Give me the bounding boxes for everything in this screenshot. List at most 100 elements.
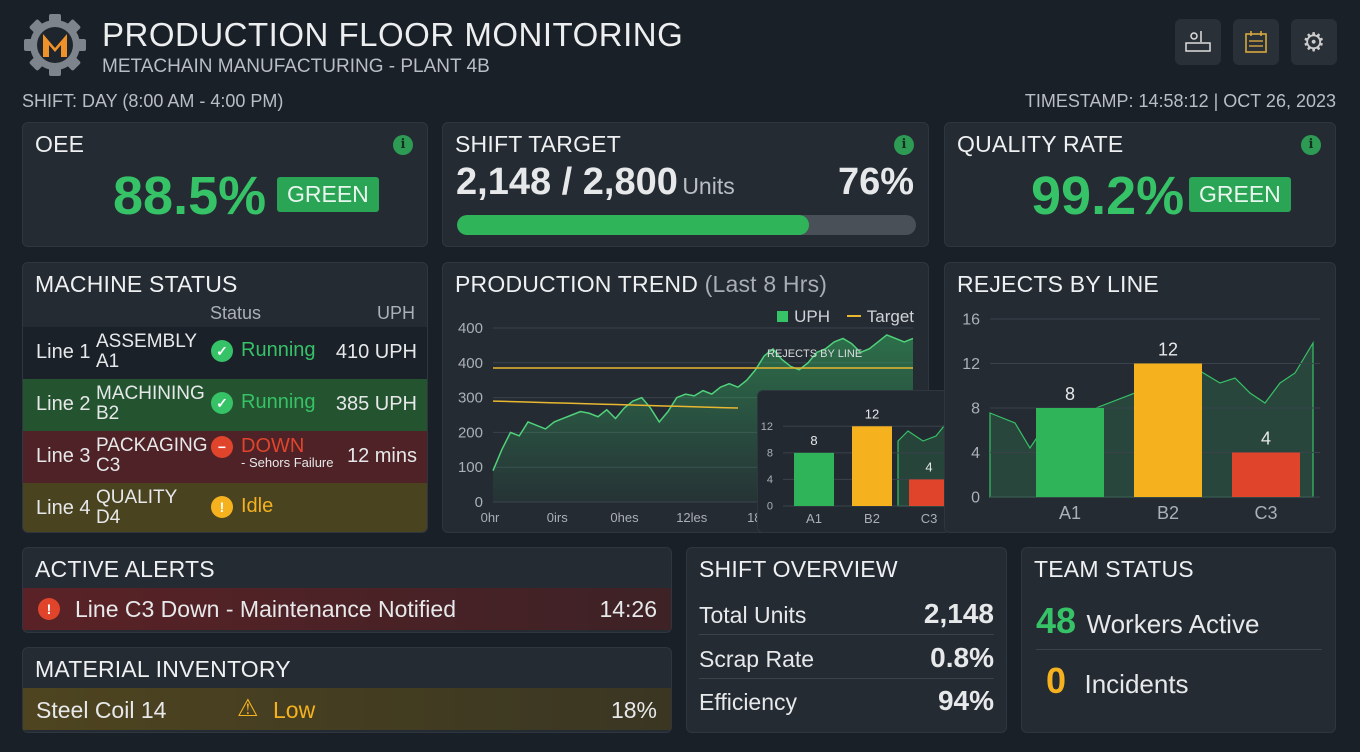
status-down-icon: − [211, 435, 233, 458]
machine-row[interactable]: Line 3 PACKAGING C3 − DOWN - Sehors Failure… [23, 431, 427, 483]
calendar-button[interactable] [1233, 19, 1279, 65]
overview-label: Scrap Rate [699, 646, 815, 672]
oee-status-badge: GREEN [277, 177, 379, 212]
inventory-item[interactable]: Steel Coil 14 ⚠ Low 18% [23, 688, 671, 730]
machine-uph: 410 UPH [335, 341, 417, 363]
workers-label: Workers Active [1086, 609, 1260, 639]
bar-value-label: 8 [1065, 384, 1075, 404]
machine-uph: 12 mins [346, 445, 417, 467]
line-number: Line 3 [36, 445, 91, 467]
machine-row[interactable]: Line 2 MACHINING B2 ✓ Running 385 UPH [23, 379, 427, 431]
status-text: Idle [241, 495, 274, 517]
status-running-icon: ✓ [211, 339, 233, 362]
status-text: Running [241, 339, 316, 361]
plant-subtitle: METACHAIN MANUFACTURING - PLANT 4B [102, 56, 490, 77]
alert-error-icon: ! [38, 598, 60, 620]
shift-overview-title: SHIFT OVERVIEW [699, 556, 898, 582]
bar-b2 [1134, 363, 1202, 497]
team-status-card: TEAM STATUS 48 Workers Active 0 Incident… [1021, 547, 1336, 733]
incidents: 0 Incidents [1046, 660, 1189, 702]
machine-name: MACHINING B2 [96, 384, 205, 424]
y-tick-label: 0 [475, 494, 483, 511]
x-tick-label: A1 [806, 511, 822, 526]
settings-button[interactable]: ⚙ [1291, 19, 1337, 65]
y-tick-label: 0 [971, 489, 980, 506]
overview-row-total-units: Total Units 2,148 [699, 592, 994, 635]
info-icon[interactable]: i [1301, 135, 1321, 155]
page-title: PRODUCTION FLOOR MONITORING [102, 16, 684, 53]
rejects-inset-card: 0 4 8 12 8 A1 12 B2 4 C3 [757, 390, 950, 533]
status-detail: - Sehors Failure [241, 455, 334, 470]
quality-status-badge: GREEN [1189, 177, 1291, 212]
x-tick-label: C3 [921, 511, 938, 526]
machine-status-card: MACHINE STATUS Status UPH Line 1 ASSEMBL… [22, 262, 428, 533]
bar-a1 [794, 452, 834, 506]
info-icon[interactable]: i [894, 135, 914, 155]
overview-row-efficiency: Efficiency 94% [699, 679, 994, 722]
status-column-header: Status [210, 303, 262, 323]
shift-overview-card: SHIFT OVERVIEW Total Units 2,148 Scrap Ra… [686, 547, 1007, 733]
machine-type: QUALITY [96, 487, 178, 508]
inventory-title: MATERIAL INVENTORY [35, 656, 291, 682]
x-tick-label: 0hes [610, 510, 639, 525]
rejects-title: REJECTS BY LINE [957, 271, 1159, 297]
legend-uph: UPH [794, 307, 831, 326]
machine-type: PACKAGING [96, 435, 208, 456]
legend-target: Target [866, 307, 914, 326]
info-icon[interactable]: i [393, 135, 413, 155]
rejects-inset-chart: 0 4 8 12 8 A1 12 B2 4 C3 [761, 406, 949, 526]
shift-progress-bar [457, 215, 916, 235]
bar-value-label: 12 [865, 406, 879, 421]
workers-active: 48 Workers Active [1036, 600, 1322, 650]
trend-legend: UPH Target [777, 307, 914, 327]
bar-b2 [852, 426, 892, 506]
machine-code: A1 [96, 351, 120, 372]
x-tick-label: 12les [676, 510, 708, 525]
line-number: Line 4 [36, 497, 91, 519]
active-alerts-card: ACTIVE ALERTS ! Line C3 Down - Maintenan… [22, 547, 672, 633]
active-alerts-title: ACTIVE ALERTS [35, 556, 215, 582]
status-text: DOWN [241, 435, 305, 457]
x-tick-label: 0irs [547, 510, 568, 525]
overview-row-scrap-rate: Scrap Rate 0.8% [699, 636, 994, 679]
y-tick-label: 400 [458, 320, 483, 337]
x-tick-label: C3 [1254, 503, 1277, 523]
alert-text: Line C3 Down - Maintenance Notified [75, 596, 456, 622]
status-text: Running [241, 391, 316, 413]
alert-item[interactable]: ! Line C3 Down - Maintenance Notified 14… [23, 588, 671, 630]
bar-c3 [1232, 452, 1300, 497]
shift-target-percent: 76% [837, 161, 914, 203]
y-tick-label: 4 [971, 445, 980, 462]
material-inventory-card: MATERIAL INVENTORY Steel Coil 14 ⚠ Low 1… [22, 647, 672, 733]
line-number: Line 1 [36, 341, 91, 363]
target-line-secondary [492, 400, 739, 409]
bar-c3 [909, 479, 949, 506]
overview-value: 94% [937, 685, 994, 716]
shift-target-label: SHIFT TARGET [455, 131, 621, 157]
rejects-chart: 0 4 8 12 16 8 A1 12 B2 4 C3 [962, 311, 1320, 523]
machine-code: B2 [96, 403, 120, 424]
network-device-button[interactable] [1175, 19, 1221, 65]
workers-count: 48 [1036, 600, 1077, 641]
x-tick-label: B2 [864, 511, 880, 526]
machine-row[interactable]: Line 4 QUALITY D4 ! Idle [23, 483, 427, 532]
status-idle-icon: ! [211, 495, 233, 518]
x-tick-label: 0hr [481, 510, 500, 525]
y-tick-label: 300 [458, 390, 483, 407]
bar-value-label: 4 [925, 459, 932, 474]
overview-value: 2,148 [923, 598, 994, 629]
overview-label: Total Units [699, 602, 807, 628]
uph-column-header: UPH [376, 303, 415, 323]
machine-status: ! Idle [211, 495, 273, 518]
y-tick-label: 4 [767, 474, 773, 486]
machine-row[interactable]: Line 1 ASSEMBLY A1 ✓ Running 410 UPH [23, 327, 427, 379]
shift-progress-fill [457, 215, 810, 235]
bar-value-label: 12 [1158, 340, 1178, 360]
machine-code: D4 [96, 507, 121, 528]
inventory-status: Low [273, 697, 316, 723]
y-tick-label: 16 [962, 311, 980, 328]
oee-label: OEE [35, 131, 85, 157]
y-tick-label: 8 [971, 400, 980, 417]
y-tick-label: 400 [458, 355, 483, 372]
logo [22, 12, 88, 78]
